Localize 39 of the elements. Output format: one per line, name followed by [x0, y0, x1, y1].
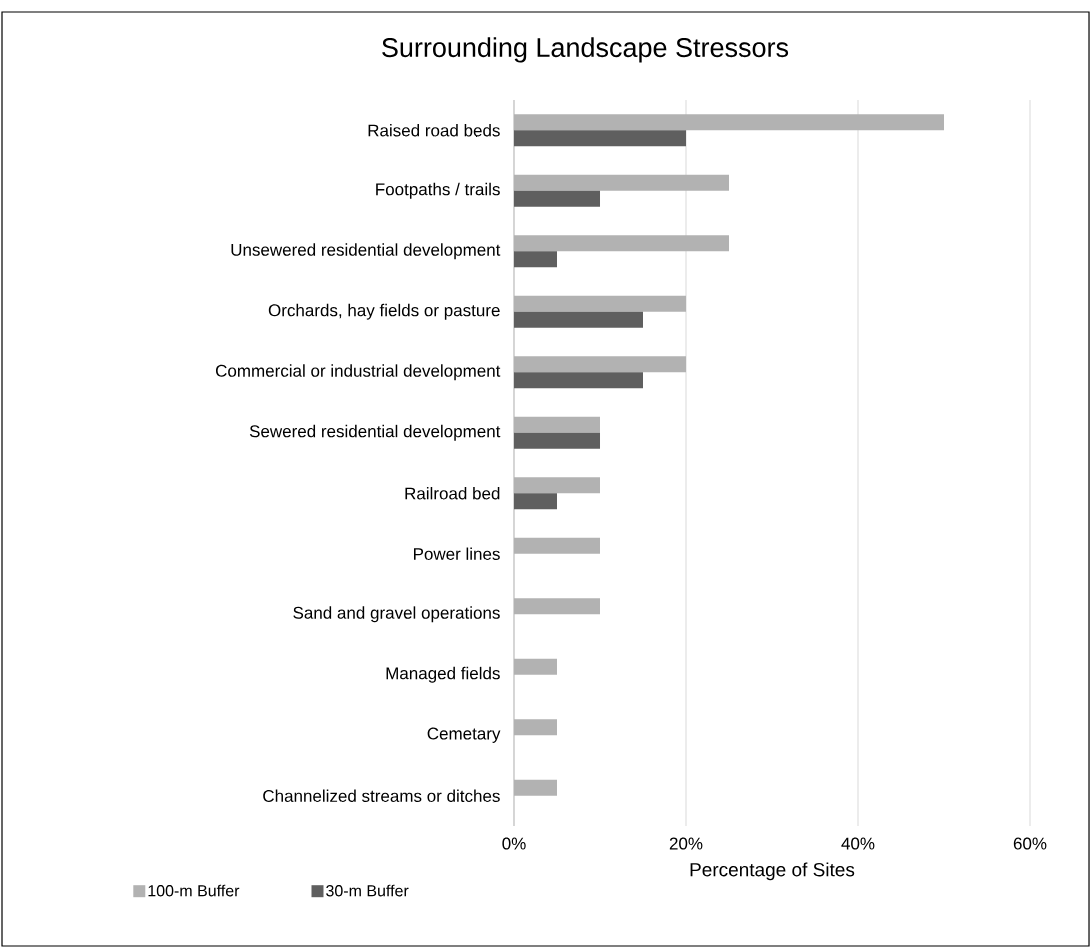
x-tick-label: 20%: [669, 837, 703, 850]
bar: [514, 190, 601, 207]
bar: [514, 235, 729, 252]
bar: [514, 537, 601, 554]
legend-label: 30-m Buffer: [326, 884, 409, 897]
y-tick-label: Orchards, hay fields or pasture: [268, 303, 500, 320]
bar: [514, 416, 601, 433]
x-tick-label: 60%: [1013, 837, 1047, 850]
bar: [514, 432, 601, 449]
y-tick-label: Power lines: [413, 547, 500, 561]
bar: [514, 251, 557, 268]
y-tick-label: Commercial or industrial development: [215, 364, 501, 381]
y-tick-label: Channelized streams or ditches: [263, 789, 500, 803]
y-tick-label: Managed fields: [386, 666, 500, 683]
x-tick-label: 0%: [502, 837, 526, 850]
y-tick-label: Sand and gravel operations: [293, 606, 500, 623]
bar: [514, 295, 686, 312]
bar: [514, 130, 686, 147]
y-tick-label: Sewered residential development: [249, 424, 501, 441]
x-axis-title: Percentage of Sites: [690, 862, 855, 881]
legend-label: 100-m Buffer: [148, 884, 240, 897]
y-tick-label: Footpaths / trails: [376, 182, 500, 199]
bar: [514, 779, 557, 796]
bar: [514, 114, 944, 131]
bar: [514, 174, 729, 191]
bar: [514, 477, 601, 494]
y-tick-label: Raised road beds: [368, 124, 500, 137]
bar: [514, 372, 643, 389]
bar: [514, 311, 643, 328]
x-tick-label: 40%: [841, 837, 875, 850]
bar: [514, 493, 557, 510]
bar: [514, 356, 686, 373]
chart-title: Surrounding Landscape Stressors: [382, 37, 789, 63]
y-tick-label: Railroad bed: [405, 487, 500, 500]
y-tick-label: Cemetary: [427, 727, 501, 743]
bar: [514, 598, 601, 615]
y-tick-label: Unsewered residential development: [231, 243, 501, 260]
bar: [514, 719, 557, 736]
bar: [514, 658, 557, 675]
